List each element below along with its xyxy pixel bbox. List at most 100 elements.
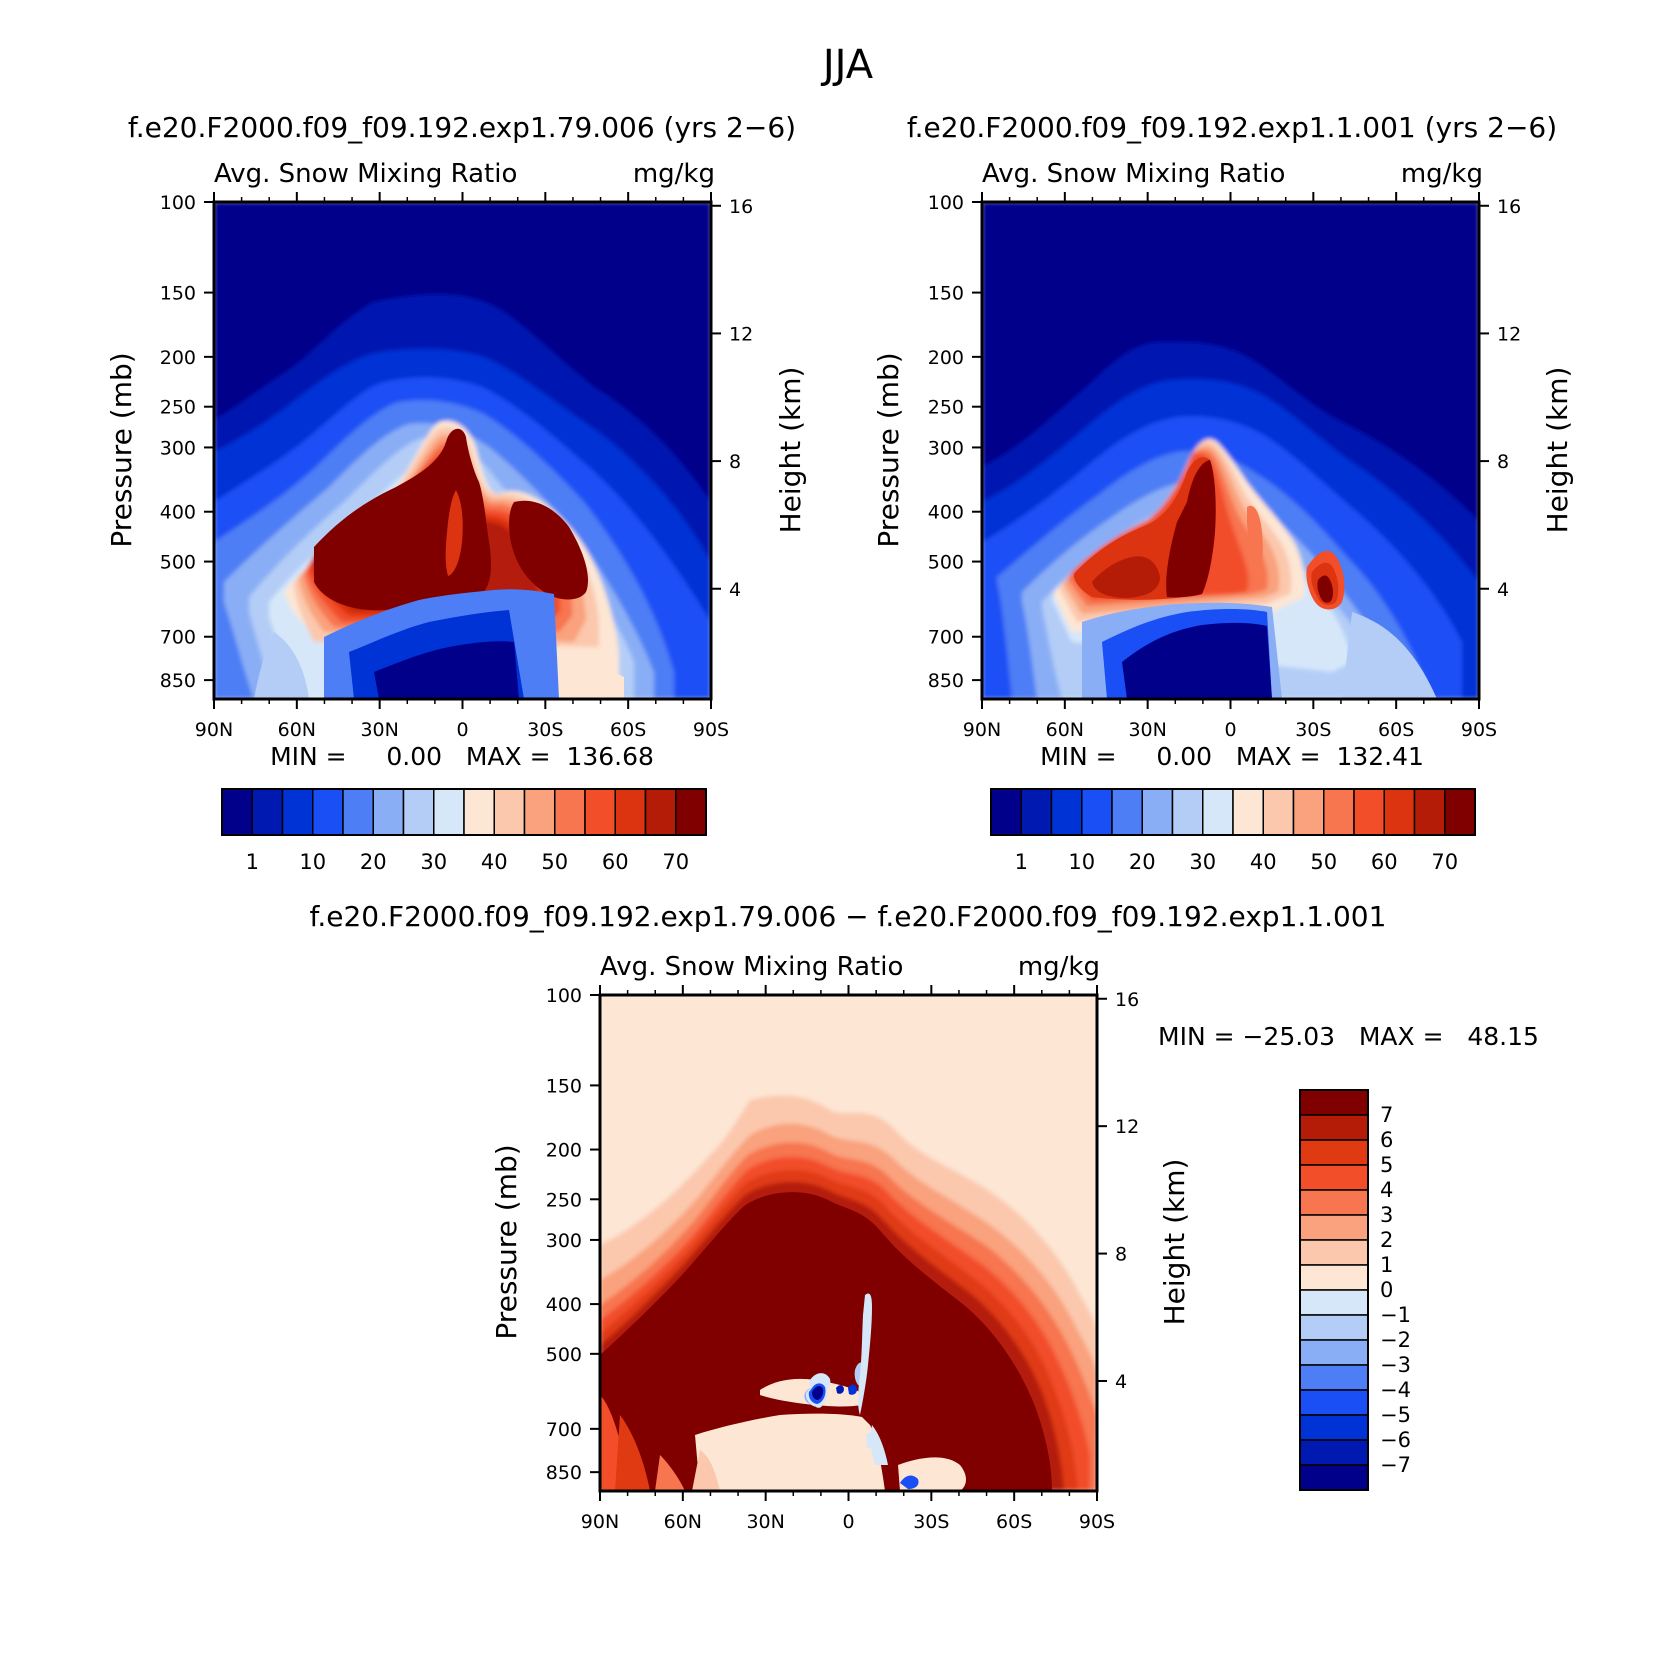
panel-c: f.e20.F2000.f09_f09.192.exp1.79.006 − f.… <box>310 900 1539 1533</box>
contour-band <box>1247 505 1263 574</box>
y2-tick-label: 12 <box>1115 1116 1139 1138</box>
panel-b-units: mg/kg <box>1401 159 1483 189</box>
colorbar-swatch <box>1299 1264 1369 1291</box>
colorbar-label: 10 <box>1068 850 1095 874</box>
y-tick-label: 150 <box>160 283 196 305</box>
colorbar-swatch <box>644 788 677 836</box>
y-tick-label: 400 <box>160 502 196 524</box>
x-tick-label: 30S <box>1295 719 1331 741</box>
panel-b-plot-area <box>982 202 1479 699</box>
x-tick-label: 30N <box>1128 719 1166 741</box>
colorbar-swatch <box>1299 1364 1369 1391</box>
colorbar-label: −5 <box>1380 1403 1411 1427</box>
panel-b-stats: MIN = 0.00 MAX = 132.41 <box>1040 742 1424 771</box>
y2-tick-label: 12 <box>729 323 753 345</box>
colorbar-frame <box>990 788 1476 836</box>
colorbar-swatch <box>523 788 556 836</box>
x-tick-label: 60S <box>610 719 646 741</box>
y-tick-label: 300 <box>546 1230 582 1252</box>
contour-band <box>695 1413 885 1491</box>
y-tick-label: 700 <box>546 1419 582 1441</box>
y2-tick-label: 12 <box>1497 323 1521 345</box>
y2-tick-label: 16 <box>1115 989 1139 1011</box>
x-tick-label: 60S <box>1378 719 1414 741</box>
colorbar-swatch <box>1299 1189 1369 1216</box>
colorbar-swatch <box>1383 788 1416 836</box>
y-tick-label: 200 <box>928 347 964 369</box>
colorbar-swatch <box>493 788 526 836</box>
y-tick-label: 400 <box>546 1294 582 1316</box>
colorbar-swatch <box>221 788 253 836</box>
y-tick-label: 850 <box>546 1462 582 1484</box>
panel-b-colorbar: 1 10 20 30 40 50 60 70 <box>990 788 1476 874</box>
contour-band <box>254 632 309 699</box>
panel-c-units: mg/kg <box>1018 952 1100 982</box>
panel-b-ylabel-right: Height (km) <box>1541 367 1574 534</box>
contour-band <box>509 500 589 600</box>
x-tick-label: 90N <box>581 1511 619 1533</box>
y-tick-label: 700 <box>928 627 964 649</box>
contour-band <box>655 1455 685 1491</box>
y-tick-label: 850 <box>928 670 964 692</box>
x-tick-label: 90N <box>963 719 1001 741</box>
panel-c-run-title: f.e20.F2000.f09_f09.192.exp1.79.006 − f.… <box>310 900 1387 933</box>
colorbar-swatch <box>312 788 344 836</box>
colorbar-swatch <box>1299 1114 1369 1141</box>
panel-a-axes: 90N 60N 30N 0 30S 60S 90S 100 150 200 250 300 400 500… <box>160 192 753 741</box>
contour-band <box>1122 622 1272 699</box>
panel-c-axes: 90N 60N 30N 0 30S 60S 90S 100 150 200 250 300 400 500… <box>546 985 1139 1533</box>
colorbar-label: −6 <box>1380 1428 1411 1452</box>
colorbar-swatch <box>554 788 586 836</box>
colorbar-label: 1 <box>1015 850 1028 874</box>
contour-band <box>615 1415 650 1491</box>
colorbar-label: 20 <box>1129 850 1156 874</box>
colorbar-swatch <box>1299 1314 1369 1341</box>
x-tick-label: 30N <box>360 719 398 741</box>
figure-title: JJA <box>820 42 874 88</box>
colorbar-label: 1 <box>1380 1253 1393 1277</box>
colorbar-swatch <box>614 788 647 836</box>
colorbar-swatch <box>1050 788 1083 836</box>
colorbar-frame <box>221 788 707 836</box>
colorbar-swatch <box>1111 788 1143 836</box>
colorbar-swatch <box>281 788 314 836</box>
panel-a-stats: MIN = 0.00 MAX = 136.68 <box>270 742 654 771</box>
x-tick-label: 30S <box>527 719 563 741</box>
colorbar-swatch <box>1444 788 1476 836</box>
panel-a-colorbar: 1 10 20 30 40 50 60 70 <box>221 788 707 874</box>
colorbar-label: 30 <box>420 850 447 874</box>
panel-a: f.e20.F2000.f09_f09.192.exp1.79.006 (yrs… <box>105 111 807 874</box>
colorbar-swatch <box>1299 1239 1369 1266</box>
y-tick-label: 250 <box>928 397 964 419</box>
colorbar-swatch <box>1292 788 1325 836</box>
colorbar-label: −4 <box>1380 1378 1411 1402</box>
y2-tick-label: 8 <box>729 451 741 473</box>
contour-band <box>1342 612 1437 699</box>
y-tick-label: 700 <box>160 627 196 649</box>
y-tick-label: 150 <box>928 283 964 305</box>
panel-c-ylabel-right: Height (km) <box>1158 1159 1191 1326</box>
colorbar-label: −3 <box>1380 1353 1411 1377</box>
colorbar-swatch <box>1141 788 1174 836</box>
contour-band <box>559 667 624 699</box>
y2-tick-label: 8 <box>1497 451 1509 473</box>
y-tick-label: 850 <box>160 670 196 692</box>
colorbar-swatch <box>584 788 616 836</box>
contour-band <box>1092 556 1160 598</box>
colorbar-label: 5 <box>1380 1153 1393 1177</box>
colorbar-swatch <box>1299 1289 1369 1316</box>
colorbar-swatch <box>1299 1414 1369 1441</box>
y-tick-label: 500 <box>928 552 964 574</box>
contour-band <box>1166 460 1216 598</box>
x-tick-label: 0 <box>456 719 468 741</box>
colorbar-label: −2 <box>1380 1328 1411 1352</box>
colorbar-swatch <box>1299 1214 1369 1241</box>
panel-a-plot-area <box>214 202 711 699</box>
contour-band <box>866 1432 875 1449</box>
y-tick-label: 250 <box>160 397 196 419</box>
colorbar-label: 40 <box>1250 850 1277 874</box>
contour-band <box>600 1192 1052 1491</box>
colorbar-label: 0 <box>1380 1278 1393 1302</box>
y-tick-label: 100 <box>546 985 582 1007</box>
